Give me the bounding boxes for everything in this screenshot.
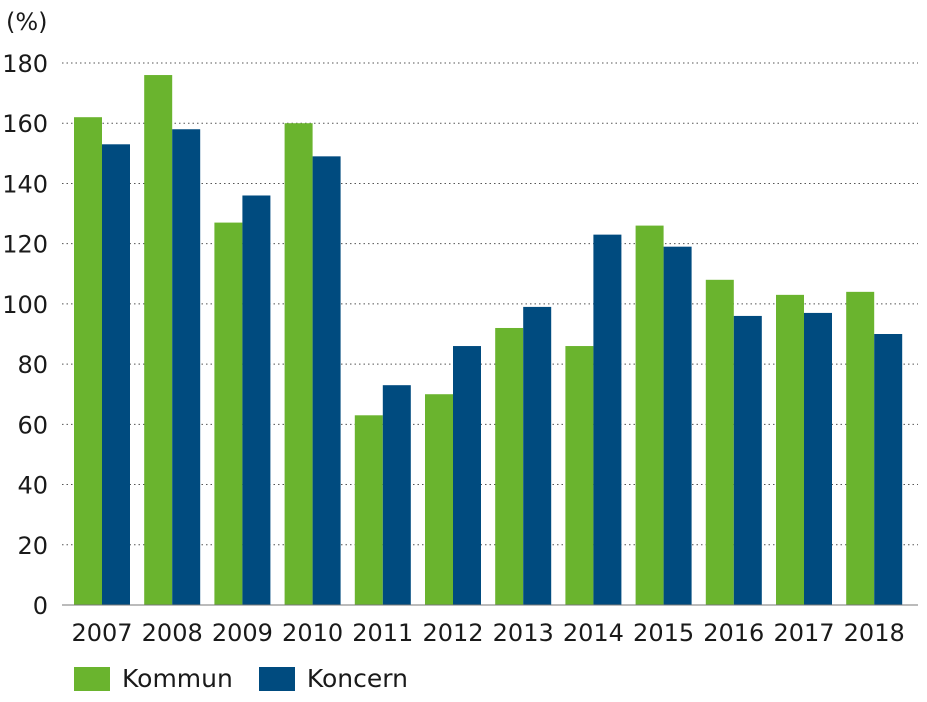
- legend-swatch-koncern: [258, 666, 295, 691]
- bar-kommun-2016: [705, 279, 734, 605]
- y-tick-label: 180: [2, 50, 48, 78]
- bar-kommun-2011: [354, 415, 383, 605]
- bar-koncern-2008: [172, 129, 201, 605]
- bar-kommun-2010: [284, 123, 313, 605]
- x-tick-label: 2011: [352, 619, 413, 647]
- x-tick-label: 2014: [563, 619, 624, 647]
- y-tick-label: 140: [2, 170, 48, 198]
- legend-label-kommun: Kommun: [122, 664, 233, 693]
- x-tick-label: 2010: [282, 619, 343, 647]
- bar-kommun-2014: [565, 346, 594, 605]
- bar-koncern-2007: [102, 144, 130, 606]
- x-tick-label: 2017: [773, 619, 834, 647]
- y-tick-label: 80: [17, 351, 48, 379]
- y-tick-label: 20: [17, 532, 48, 560]
- legend-swatch-kommun: [74, 666, 110, 691]
- x-tick-label: 2008: [142, 619, 203, 647]
- bar-kommun-2008: [144, 75, 173, 606]
- bar-kommun-2018: [846, 291, 875, 605]
- bar-koncern-2017: [804, 312, 832, 605]
- legend-label-koncern: Koncern: [306, 664, 408, 693]
- x-tick-label: 2015: [633, 619, 694, 647]
- bar-kommun-2017: [776, 294, 804, 605]
- bar-koncern-2014: [593, 234, 622, 605]
- y-tick-label: 60: [17, 411, 48, 439]
- bar-koncern-2011: [382, 385, 411, 605]
- x-axis-ticks: 2007 2008 2009 2010 2011 2012 2013 2014 2015 2016…: [71, 619, 904, 647]
- bar-kommun-2012: [425, 394, 453, 605]
- x-tick-label: 2016: [703, 619, 764, 647]
- x-tick-label: 2007: [71, 619, 132, 647]
- y-tick-label: 120: [2, 231, 48, 259]
- x-tick-label: 2012: [422, 619, 483, 647]
- y-axis-ticks: 0 20 40 60 80 100 120 140 160 180: [2, 50, 48, 620]
- bar-koncern-2016: [733, 315, 762, 605]
- bar-kommun-2009: [214, 222, 243, 606]
- bars: [74, 75, 903, 606]
- legend: Kommun Koncern: [74, 664, 434, 693]
- bar-koncern-2009: [242, 195, 271, 605]
- x-tick-label: 2018: [844, 619, 905, 647]
- bar-kommun-2007: [74, 117, 102, 605]
- y-tick-label: 160: [2, 110, 48, 138]
- bar-kommun-2015: [635, 225, 664, 605]
- bar-kommun-2013: [495, 327, 524, 605]
- legend-item-koncern: Koncern: [258, 664, 408, 693]
- x-tick-label: 2013: [493, 619, 554, 647]
- legend-item-kommun: Kommun: [74, 664, 233, 693]
- x-tick-label: 2009: [212, 619, 273, 647]
- grid-lines: [62, 62, 918, 546]
- bar-koncern-2018: [874, 334, 903, 605]
- y-tick-label: 40: [17, 472, 48, 500]
- y-tick-label: 100: [2, 291, 48, 319]
- y-tick-label: 0: [33, 592, 48, 620]
- bar-koncern-2010: [312, 156, 341, 605]
- bar-koncern-2013: [523, 306, 552, 605]
- bar-koncern-2012: [453, 346, 481, 605]
- y-unit-label: (%): [6, 8, 48, 36]
- bar-koncern-2015: [663, 246, 692, 605]
